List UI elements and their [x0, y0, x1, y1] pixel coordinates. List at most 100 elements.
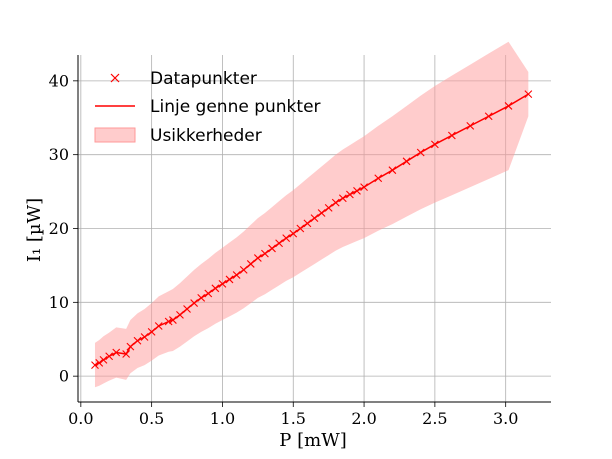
- marker-stroke: [430, 140, 439, 149]
- marker-stroke: [374, 174, 383, 183]
- data-point-marker: [430, 140, 439, 149]
- marker-stroke: [253, 254, 262, 262]
- marker-stroke: [126, 342, 135, 351]
- marker-stroke: [91, 361, 99, 369]
- data-point-marker: [402, 157, 411, 166]
- y-tick-label: 0: [59, 367, 69, 386]
- marker-stroke: [268, 244, 276, 253]
- marker-stroke: [388, 166, 397, 175]
- data-point-marker: [239, 265, 248, 274]
- data-point-marker: [122, 350, 131, 358]
- legend-item-datapunkter: Datapunkter: [110, 69, 257, 89]
- marker-stroke: [154, 322, 163, 330]
- y-axis-label: I₁ [µW]: [24, 198, 45, 262]
- data-point-marker: [91, 361, 99, 369]
- uncertainty-band-area: [94, 41, 529, 388]
- x-axis-label: P [mW]: [279, 430, 346, 451]
- data-point-marker: [204, 289, 213, 298]
- marker-stroke: [164, 317, 173, 326]
- x-tick-label: 2.5: [422, 409, 447, 428]
- marker-stroke: [95, 358, 104, 367]
- data-point-marker: [147, 327, 156, 336]
- marker-stroke: [211, 284, 220, 293]
- marker-stroke: [282, 234, 291, 242]
- data-point-marker: [99, 356, 108, 364]
- legend-label-usikkerheder: Usikkerheder: [150, 126, 262, 146]
- data-markers: [91, 90, 533, 369]
- marker-stroke: [303, 219, 312, 228]
- marker-stroke: [122, 350, 131, 358]
- data-point-marker: [225, 275, 234, 284]
- data-point-marker: [105, 352, 114, 361]
- data-point-marker: [275, 239, 283, 248]
- data-point-marker: [303, 219, 312, 228]
- data-point-marker: [466, 121, 475, 130]
- marker-stroke: [296, 224, 305, 233]
- data-point-marker: [164, 317, 173, 326]
- data-point-marker: [484, 112, 493, 121]
- marker-stroke: [168, 316, 177, 324]
- data-point-marker: [268, 244, 276, 253]
- uncertainty-band: [94, 41, 529, 388]
- marker-stroke: [218, 279, 227, 288]
- marker-stroke: [447, 131, 456, 140]
- marker-stroke: [524, 90, 533, 99]
- marker-stroke: [204, 289, 213, 298]
- data-point-marker: [154, 322, 163, 330]
- marker-stroke: [261, 249, 269, 258]
- data-point-marker: [253, 254, 262, 262]
- x-tick-label: 3.0: [493, 409, 518, 428]
- data-point-marker: [246, 260, 255, 268]
- data-point-marker: [331, 198, 340, 207]
- marker-stroke: [147, 327, 156, 336]
- legend-band-icon: [94, 127, 136, 143]
- data-point-marker: [353, 186, 361, 195]
- y-tick-label: 10: [49, 293, 69, 312]
- marker-stroke: [360, 183, 368, 192]
- data-point-marker: [140, 333, 149, 341]
- marker-stroke: [310, 214, 319, 223]
- data-point-marker: [168, 316, 177, 324]
- data-point-marker: [282, 234, 291, 242]
- marker-stroke: [466, 121, 475, 130]
- marker-stroke: [225, 275, 234, 284]
- marker-stroke: [105, 352, 114, 361]
- marker-stroke: [133, 336, 142, 345]
- data-point-marker: [416, 148, 425, 157]
- marker-stroke: [289, 229, 298, 238]
- marker-stroke: [99, 356, 108, 364]
- data-point-marker: [360, 183, 368, 192]
- data-point-marker: [296, 224, 305, 233]
- x-tick-label: 0.5: [139, 409, 164, 428]
- marker-stroke: [232, 271, 241, 279]
- marker-stroke: [416, 148, 425, 157]
- x-tick-label: 2.0: [351, 409, 376, 428]
- x-tick-label: 0.0: [68, 409, 93, 428]
- marker-stroke: [176, 310, 184, 319]
- legend-label-linje: Linje genne punkter: [150, 97, 321, 117]
- data-point-marker: [261, 249, 269, 258]
- data-point-marker: [447, 131, 456, 140]
- data-point-marker: [338, 194, 347, 203]
- data-point-marker: [388, 166, 397, 175]
- data-point-marker: [176, 310, 184, 319]
- data-point-marker: [133, 336, 142, 345]
- data-point-marker: [289, 229, 298, 238]
- y-tick-label: 40: [49, 71, 69, 90]
- data-point-marker: [190, 299, 199, 307]
- marker-stroke: [402, 157, 411, 166]
- legend-item-usikkerheder: Usikkerheder: [94, 126, 262, 146]
- data-point-marker: [126, 342, 135, 351]
- data-point-marker: [232, 271, 241, 279]
- data-point-marker: [95, 358, 104, 367]
- data-point-marker: [183, 305, 191, 313]
- data-point-marker: [504, 102, 513, 110]
- marker-stroke: [239, 265, 248, 274]
- data-point-marker: [310, 214, 319, 223]
- marker-stroke: [317, 209, 326, 217]
- x-tick-label: 1.5: [281, 409, 306, 428]
- marker-stroke: [324, 203, 333, 212]
- marker-stroke: [197, 294, 206, 302]
- y-axis-ticks: 0 10 20 30 40: [49, 71, 78, 386]
